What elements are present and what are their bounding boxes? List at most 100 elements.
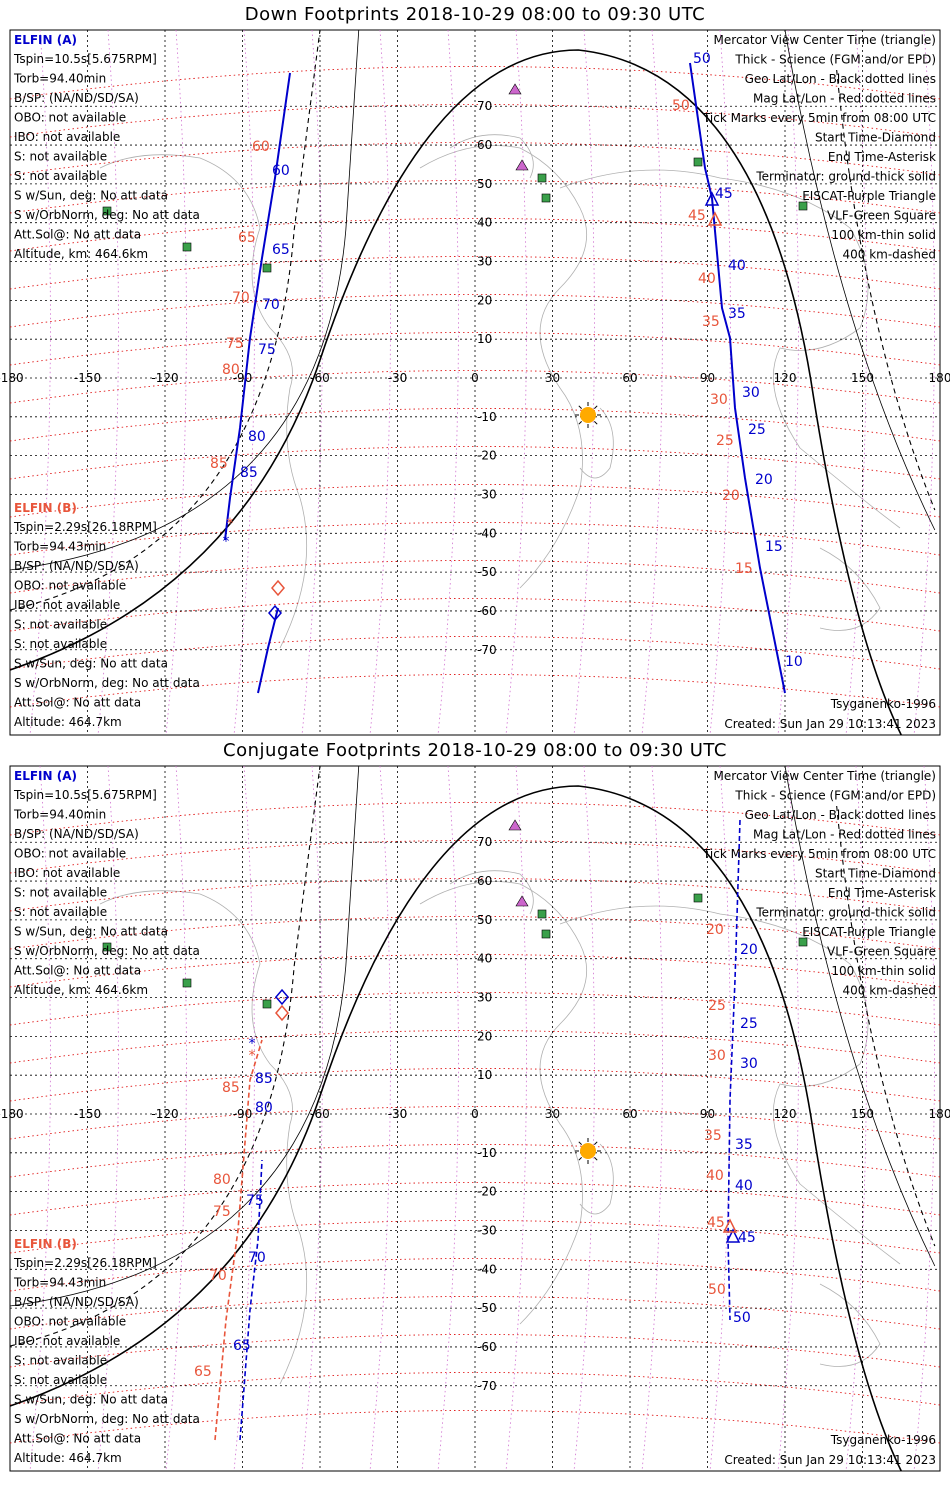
elfin-b-tick-label: 15	[735, 561, 753, 577]
green-square-icon	[182, 978, 192, 988]
legend-entry: Terminator: ground-thick solid	[755, 170, 936, 184]
elfin-b-tick-label: 35	[704, 1128, 722, 1144]
legend-entry: End Time-Asterisk	[828, 150, 936, 164]
elfin-a-tick-label: 85	[240, 465, 258, 481]
legend-entry: Mercator View Center Time (triangle)	[714, 769, 936, 783]
legend-entry: Mag Lat/Lon - Red dotted lines	[753, 92, 936, 106]
coastline	[419, 145, 587, 589]
coastline	[559, 169, 901, 529]
model-label: Tsyganenko-1996	[830, 1433, 936, 1447]
lon-tick-label: -150	[74, 1107, 101, 1121]
terminator-100km	[9, 29, 360, 571]
asterisk-icon: *	[249, 1048, 256, 1064]
lat-tick-label: 30	[477, 991, 492, 1005]
mag-lat-line	[9, 598, 941, 632]
coastline	[579, 1143, 614, 1215]
mag-lat-line	[9, 878, 941, 912]
lat-tick-label: -20	[477, 449, 497, 463]
mag-lat-line	[9, 104, 941, 138]
elfin-b-tick-label: 50	[672, 98, 690, 114]
mag-lon-line	[369, 29, 391, 736]
elfin-b-tick-label: 25	[708, 998, 726, 1014]
mag-lon-line	[845, 29, 867, 736]
mag-lon-line	[97, 29, 119, 736]
elfin-a-info: B/SP: (NA/ND/SD/SA)	[14, 827, 139, 841]
coastlines	[99, 134, 901, 649]
elfin-b-tick-label: 75	[226, 336, 244, 352]
elfin-a-tick-label: 70	[262, 297, 280, 313]
mag-lat-line	[9, 674, 941, 708]
elfin-a-info: Altitude, km: 464.6km	[14, 983, 148, 997]
lon-tick-label: 0	[471, 1107, 479, 1121]
coastline	[449, 870, 534, 915]
elfin-a-tick-label: 45	[715, 186, 733, 202]
lat-tick-label: 70	[477, 99, 492, 113]
coastlines	[99, 870, 901, 1385]
elfin-a-tick-label: 10	[785, 654, 803, 670]
elfin-b-tick-label: 45	[707, 1215, 725, 1231]
mag-lat-line	[9, 1030, 941, 1064]
terminator-400km-east	[836, 805, 936, 1247]
panel-title-conjugate: Conjugate Footprints 2018-10-29 08:00 to…	[223, 740, 727, 761]
elfin-a-info: IBO: not available	[14, 130, 120, 144]
lon-tick-label: 150	[851, 371, 874, 385]
elfin-a-tick-label: 60	[272, 163, 290, 179]
mag-lat-line	[9, 840, 941, 874]
lon-tick-label: -90	[233, 371, 253, 385]
mag-lat-line	[9, 446, 941, 480]
mag-lat-line	[9, 294, 941, 328]
elfin-b-tick-label: 30	[708, 1048, 726, 1064]
asterisk-icon: *	[249, 1036, 256, 1052]
legend-entry: VLF-Green Square	[827, 945, 936, 959]
legend-entry: End Time-Asterisk	[828, 886, 936, 900]
geo-grid	[10, 30, 940, 735]
mag-lon-line	[437, 765, 459, 1472]
lat-tick-label: -10	[477, 1146, 497, 1160]
sun-ray	[578, 405, 582, 409]
sun-ray	[578, 1157, 582, 1161]
lon-tick-label: -120	[151, 371, 178, 385]
legend-entry: 400 km-dashed	[842, 248, 936, 262]
mag-lat-line	[9, 1258, 941, 1292]
lon-tick-label: 60	[622, 1107, 637, 1121]
mag-lat-line	[9, 370, 941, 404]
coastline	[559, 905, 901, 1265]
mag-lat-line	[9, 1106, 941, 1140]
mag-lat-line	[9, 522, 941, 556]
elfin-a-tick-label: 50	[733, 1310, 751, 1326]
elfin-a-tick-label: 35	[735, 1137, 753, 1153]
elfin-b-info: B/SP: (NA/ND/SD/SA)	[14, 559, 139, 573]
mag-lat-line	[9, 180, 941, 214]
elfin-a-info: OBO: not available	[14, 111, 126, 125]
elfin-a-tick-label: 70	[248, 1250, 266, 1266]
mag-lon-line	[301, 29, 323, 736]
elfin-a-info: S w/OrbNorm, deg: No att data	[14, 208, 200, 222]
mag-lat-line	[9, 560, 941, 594]
legend-entry: Thick - Science (FGM and/or EPD)	[734, 789, 936, 803]
lat-tick-label: 50	[477, 177, 492, 191]
green-square-icon	[541, 193, 551, 203]
mag-lat-line	[9, 1182, 941, 1216]
elfin-b-title: ELFIN (B)	[14, 501, 77, 515]
mag-lon-line	[777, 29, 799, 736]
legend-entry: EISCAT-Purple Triangle	[802, 925, 936, 939]
elfin-a-info: Torb=94.40min	[13, 808, 106, 822]
legend-entry: EISCAT-Purple Triangle	[802, 189, 936, 203]
mag-lat-line	[9, 636, 941, 670]
legend-entry: 100 km-thin solid	[831, 964, 936, 978]
lat-tick-label: 10	[477, 1068, 492, 1082]
elfin-a-tick-label: 65	[233, 1338, 251, 1354]
mag-lat-line	[9, 954, 941, 988]
sun-icon	[575, 1138, 601, 1164]
sun-icon	[575, 402, 601, 428]
purple-triangle-icon	[515, 159, 529, 171]
elfin-a-tick-label: 45	[738, 1230, 756, 1246]
mag-lon-line	[709, 765, 731, 1472]
green-square-icon	[262, 263, 272, 273]
elfin-a-tick-label: 65	[272, 242, 290, 258]
lon-tick-label: 30	[545, 1107, 560, 1121]
elfin-b-tick-label: 70	[232, 290, 250, 306]
map-panel-conjugate: -180 -150 -120 -90 -60 -30 0 30 60 90 120 150 180 70 6…	[0, 765, 950, 1472]
sun-ray	[578, 1141, 582, 1145]
elfin-b-tick-label: 45	[688, 208, 706, 224]
